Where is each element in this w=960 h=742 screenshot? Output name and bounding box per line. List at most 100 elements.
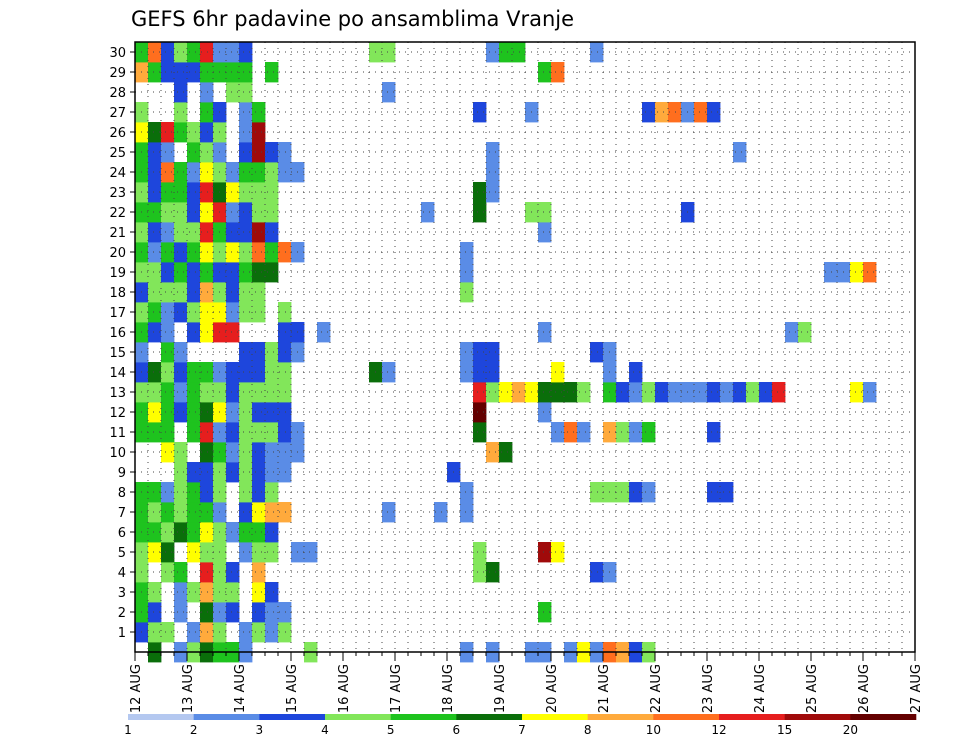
heatmap-cell <box>460 482 474 503</box>
heatmap-cell <box>460 362 474 383</box>
heatmap-cell <box>265 442 279 463</box>
legend-swatch <box>456 714 523 720</box>
heatmap-cell <box>239 42 253 63</box>
legend-swatch <box>719 714 785 720</box>
heatmap-cell <box>252 422 266 443</box>
x-tick-label: 21 AUG <box>597 664 612 713</box>
heatmap-cell <box>642 422 656 443</box>
heatmap-cell <box>148 122 162 143</box>
heatmap-cell <box>473 182 487 203</box>
heatmap-cell <box>278 162 292 183</box>
heatmap-cell <box>239 362 253 383</box>
y-tick-label: 26 <box>109 126 126 141</box>
heatmap-cell <box>161 562 175 583</box>
heatmap-cell <box>252 522 266 543</box>
heatmap-cell <box>278 382 292 403</box>
heatmap-cell <box>278 322 292 343</box>
heatmap-cell <box>616 422 630 443</box>
heatmap-cell <box>200 302 214 323</box>
chart-title: GEFS 6hr padavine po ansamblima Vranje <box>131 7 574 31</box>
heatmap-cell <box>772 382 786 403</box>
heatmap-cell <box>252 442 266 463</box>
heatmap-cell <box>226 522 240 543</box>
y-tick-label: 12 <box>109 406 126 421</box>
heatmap-cell <box>200 222 214 243</box>
heatmap-cell <box>187 202 201 223</box>
legend-swatch <box>850 714 917 720</box>
x-tick-label: 26 AUG <box>857 664 872 713</box>
heatmap-cell <box>174 42 188 63</box>
heatmap-cell <box>239 262 253 283</box>
heatmap-cell <box>174 462 188 483</box>
x-tick-label: 19 AUG <box>493 664 508 713</box>
heatmap-cell <box>265 362 279 383</box>
heatmap-cell <box>239 182 253 203</box>
heatmap-cell <box>252 162 266 183</box>
heatmap-cell <box>785 322 799 343</box>
legend-label: 15 <box>777 723 792 737</box>
heatmap-cell <box>187 182 201 203</box>
heatmap-cell <box>655 102 669 123</box>
heatmap-cell <box>239 242 253 263</box>
heatmap-cell <box>148 242 162 263</box>
heatmap-cell <box>538 222 552 243</box>
heatmap-cell <box>265 342 279 363</box>
heatmap-cell <box>200 202 214 223</box>
heatmap-cell <box>148 302 162 323</box>
heatmap-cell <box>174 442 188 463</box>
heatmap-cell <box>161 502 175 523</box>
heatmap-cell <box>226 62 240 83</box>
heatmap-cell <box>200 582 214 603</box>
heatmap-cell <box>278 242 292 263</box>
heatmap-cell <box>200 42 214 63</box>
heatmap-cell <box>239 202 253 223</box>
heatmap-cell <box>148 142 162 163</box>
legend-swatch <box>325 714 391 720</box>
heatmap-cell <box>187 262 201 283</box>
legend-label: 20 <box>843 723 858 737</box>
heatmap-cell <box>148 222 162 243</box>
heatmap-cell <box>226 422 240 443</box>
heatmap-cell <box>226 82 240 103</box>
heatmap-cell <box>200 102 214 123</box>
heatmap-cell <box>239 542 253 563</box>
heatmap-cell <box>590 482 604 503</box>
heatmap-cell <box>161 542 175 563</box>
heatmap-cell <box>824 262 838 283</box>
legend-swatch <box>128 714 194 720</box>
heatmap-cell <box>187 382 201 403</box>
y-tick-label: 20 <box>109 246 126 261</box>
heatmap-cell <box>746 382 760 403</box>
heatmap-cell <box>473 362 487 383</box>
heatmap-cell <box>694 102 708 123</box>
y-tick-label: 15 <box>109 346 126 361</box>
heatmap-cell <box>551 382 565 403</box>
heatmap-cell <box>590 342 604 363</box>
heatmap-cell <box>148 542 162 563</box>
heatmap-cell <box>187 542 201 563</box>
heatmap-cell <box>148 582 162 603</box>
heatmap-cell <box>252 282 266 303</box>
heatmap-cell <box>226 402 240 423</box>
heatmap-cell <box>161 482 175 503</box>
heatmap-cell <box>486 342 500 363</box>
legend-label: 1 <box>124 723 132 737</box>
heatmap-cell <box>629 422 643 443</box>
y-tick-label: 13 <box>109 386 126 401</box>
heatmap-cell <box>148 522 162 543</box>
heatmap-cell <box>538 542 552 563</box>
y-tick-label: 14 <box>109 366 126 381</box>
heatmap-cell <box>382 362 396 383</box>
heatmap-cell <box>200 422 214 443</box>
heatmap-cell <box>174 342 188 363</box>
heatmap-cell <box>148 322 162 343</box>
heatmap-cell <box>668 382 682 403</box>
heatmap-cell <box>252 622 266 643</box>
heatmap-cell <box>265 582 279 603</box>
heatmap-cell <box>226 242 240 263</box>
heatmap-cell <box>174 282 188 303</box>
heatmap-cell <box>161 42 175 63</box>
heatmap-cell <box>161 122 175 143</box>
heatmap-cell <box>174 222 188 243</box>
heatmap-cell <box>161 342 175 363</box>
